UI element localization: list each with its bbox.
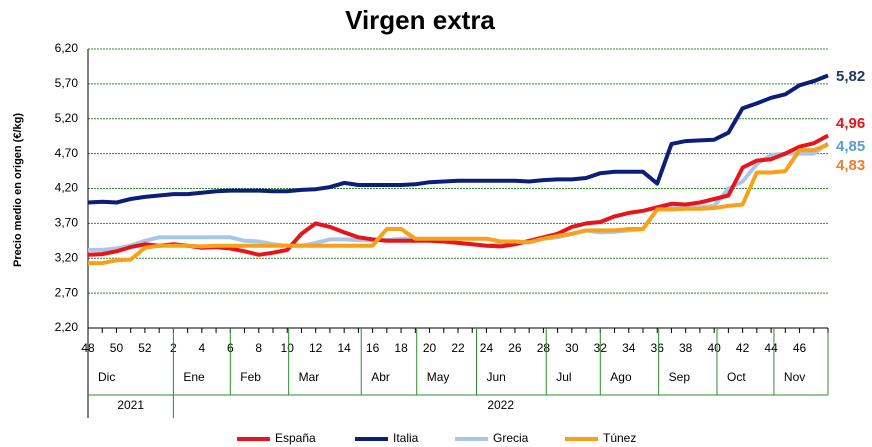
chart-title: Virgen extra: [345, 5, 495, 35]
end-label: 4,85: [836, 138, 865, 155]
year-label: 2021: [117, 398, 144, 412]
y-tick-label: 2,20: [55, 320, 79, 334]
y-tick-label: 4,20: [55, 181, 79, 195]
x-tick-label: 48: [81, 341, 95, 355]
month-label: Feb: [240, 370, 261, 384]
x-tick-label: 44: [764, 341, 778, 355]
legend-label: Italia: [393, 431, 419, 445]
end-label: 4,83: [836, 157, 865, 174]
x-tick-label: 38: [679, 341, 693, 355]
x-tick-label: 30: [565, 341, 579, 355]
month-label: Jun: [487, 370, 506, 384]
x-tick-label: 40: [707, 341, 721, 355]
y-tick-label: 3,20: [55, 250, 79, 264]
y-tick-label: 6,20: [55, 41, 79, 55]
month-label: Sep: [669, 370, 691, 384]
x-tick-label: 46: [793, 341, 807, 355]
x-tick-label: 52: [138, 341, 152, 355]
x-tick-label: 34: [622, 341, 636, 355]
x-tick-label: 12: [309, 341, 323, 355]
x-tick-label: 42: [736, 341, 750, 355]
month-label: Abr: [371, 370, 390, 384]
end-label: 4,96: [836, 115, 865, 132]
x-tick-label: 4: [199, 341, 206, 355]
x-tick-label: 16: [366, 341, 380, 355]
end-label: 5,82: [836, 68, 865, 85]
x-tick-label: 10: [281, 341, 295, 355]
month-label: May: [427, 370, 450, 384]
x-tick-label: 28: [537, 341, 551, 355]
y-tick-label: 5,20: [55, 111, 79, 125]
x-tick-label: 26: [508, 341, 522, 355]
y-tick-label: 4,70: [55, 146, 79, 160]
y-tick-label: 5,70: [55, 76, 79, 90]
month-label: Dic: [98, 370, 115, 384]
x-tick-label: 20: [423, 341, 437, 355]
x-tick-label: 14: [337, 341, 351, 355]
legend-label: España: [275, 431, 316, 445]
x-tick-label: 50: [110, 341, 124, 355]
month-label: Jul: [556, 370, 571, 384]
legend-label: Grecia: [493, 431, 529, 445]
x-tick-label: 36: [651, 341, 665, 355]
series-line: [88, 142, 829, 266]
series-line: [87, 73, 829, 205]
month-label: Ene: [183, 370, 205, 384]
x-tick-label: 18: [394, 341, 408, 355]
month-label: Oct: [727, 370, 746, 384]
x-tick-label: 24: [480, 341, 494, 355]
y-tick-label: 2,70: [55, 285, 79, 299]
x-tick-label: 8: [255, 341, 262, 355]
month-label: Nov: [784, 370, 805, 384]
year-label: 2022: [487, 398, 514, 412]
x-tick-label: 22: [451, 341, 465, 355]
y-tick-label: 3,70: [55, 216, 79, 230]
legend-label: Túnez: [603, 431, 636, 445]
y-axis-label: Precio medio en origen (€/kg): [12, 113, 24, 267]
month-label: Mar: [299, 370, 320, 384]
month-label: Ago: [610, 370, 632, 384]
